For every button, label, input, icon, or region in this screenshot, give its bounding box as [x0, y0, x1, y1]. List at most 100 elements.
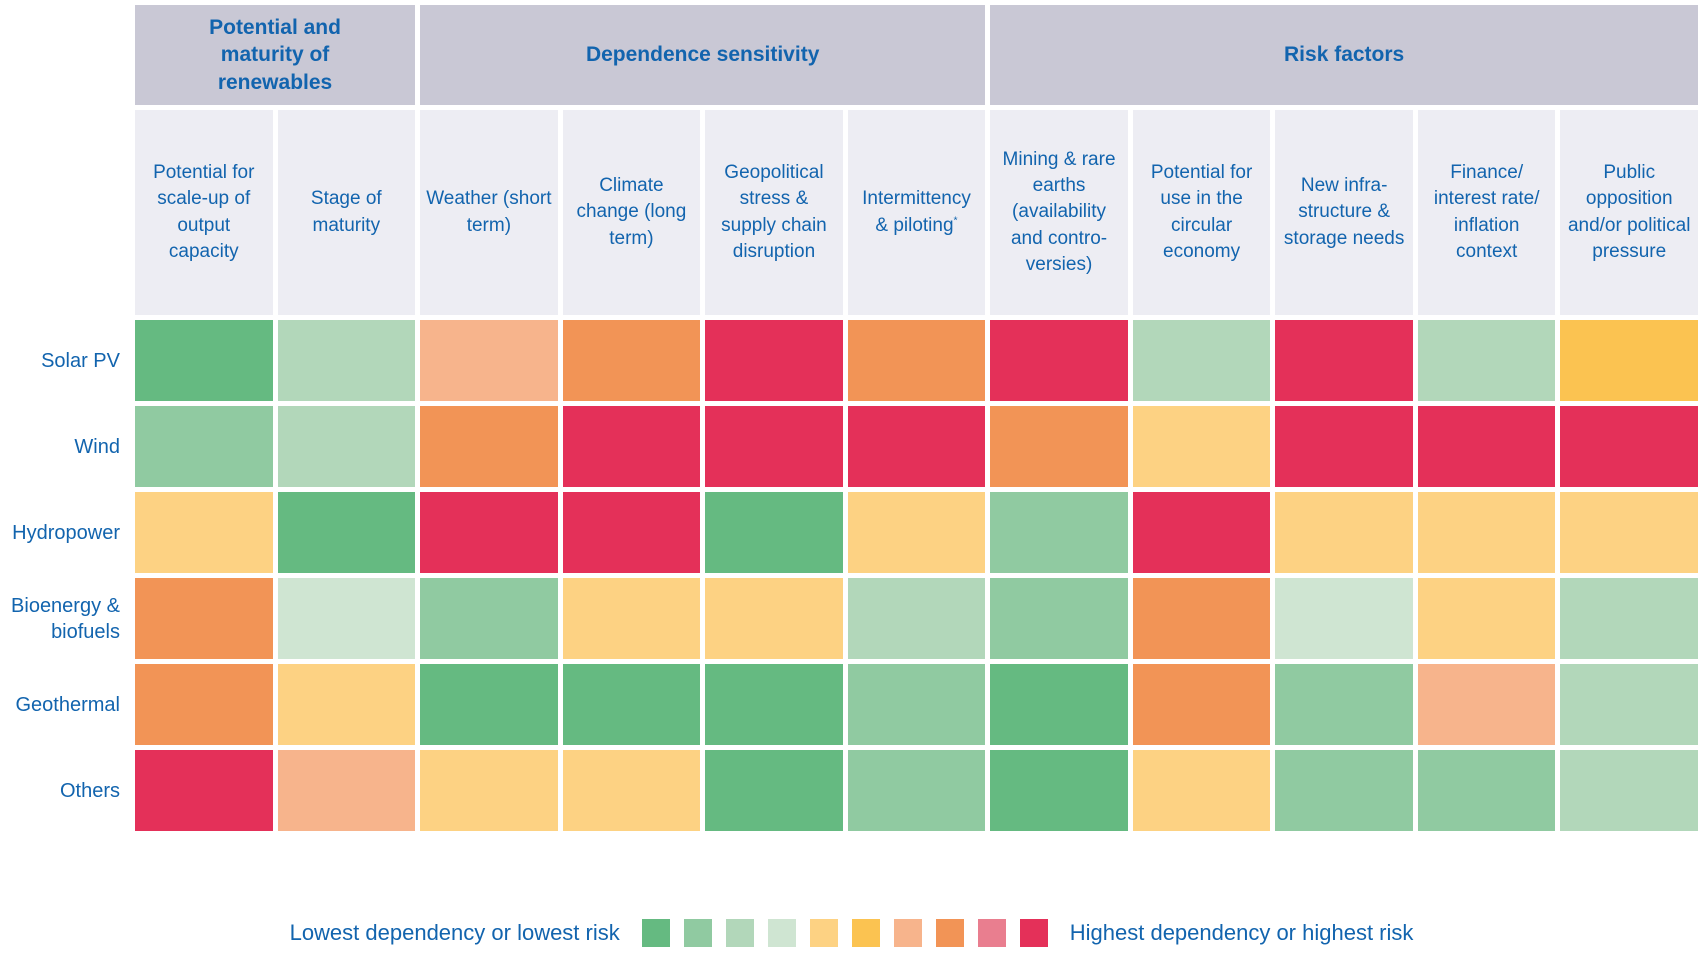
- row-label: Bioenergy & biofuels: [11, 594, 120, 643]
- heatmap-cell: [420, 750, 558, 831]
- heatmap-cell: [135, 320, 273, 401]
- heatmap-cell: [135, 406, 273, 487]
- column-header: Public opposition and/or political press…: [1560, 110, 1698, 315]
- heatmap-cell: [1417, 320, 1556, 401]
- legend-swatch: [683, 919, 712, 947]
- heatmap-cell: [1417, 664, 1556, 745]
- heatmap-cell: [847, 750, 986, 831]
- legend-swatch: [977, 919, 1006, 947]
- column-header-label: Intermittency & piloting*: [862, 188, 971, 236]
- heatmap-cell: [562, 406, 701, 487]
- column-header: New infra- structure & storage needs: [1275, 110, 1413, 315]
- heatmap-cell: [420, 578, 558, 659]
- legend-swatch: [1019, 919, 1048, 947]
- heatmap-cell: [1417, 578, 1556, 659]
- heatmap-cell: [705, 406, 843, 487]
- heatmap-cell: [562, 578, 701, 659]
- heatmap-cell: [420, 492, 558, 573]
- heatmap-cell: [562, 320, 701, 401]
- legend-swatch: [893, 919, 922, 947]
- row-label: Hydropower: [12, 521, 120, 544]
- heatmap-cell: [562, 664, 701, 745]
- row-label: Wind: [74, 435, 120, 458]
- legend-high-label: Highest dependency or highest risk: [1069, 920, 1414, 945]
- row-label: Solar PV: [41, 349, 120, 372]
- heatmap-cell: [705, 492, 843, 573]
- group-header-3: Risk factors: [990, 5, 1698, 105]
- heatmap-cell: [1560, 578, 1698, 659]
- heatmap-cell: [705, 664, 843, 745]
- column-header: Finance/ interest rate/ inflation contex…: [1417, 110, 1556, 315]
- heatmap-cell: [1417, 492, 1556, 573]
- column-header-label: Finance/ interest rate/ inflation contex…: [1433, 162, 1540, 262]
- column-header: Weather (short term): [420, 110, 558, 315]
- heatmap-cell: [705, 750, 843, 831]
- heatmap-cell: [1417, 406, 1556, 487]
- heatmap-cell: [277, 320, 416, 401]
- heatmap-cell: [1132, 664, 1271, 745]
- heatmap-cell: [277, 750, 416, 831]
- column-header: Climate change (long term): [562, 110, 701, 315]
- heatmap-cell: [1132, 320, 1271, 401]
- heatmap-cell: [1132, 578, 1271, 659]
- heatmap-cell: [990, 750, 1128, 831]
- heatmap-cell: [1275, 406, 1413, 487]
- column-header: Geopolitical stress & supply chain disru…: [705, 110, 843, 315]
- column-header: Potential for scale-up of output capacit…: [135, 110, 273, 315]
- heatmap-cell: [420, 406, 558, 487]
- heatmap-cell: [1132, 750, 1271, 831]
- heatmap-cell: [1417, 750, 1556, 831]
- legend-swatch: [767, 919, 796, 947]
- column-header-label: Stage of maturity: [310, 188, 382, 236]
- heatmap-cell: [420, 320, 558, 401]
- heatmap-cell: [277, 406, 416, 487]
- column-header-label: Potential for scale-up of output capacit…: [153, 162, 255, 262]
- heatmap-cell: [135, 750, 273, 831]
- heatmap-cell: [847, 320, 986, 401]
- heatmap-cell: [1275, 750, 1413, 831]
- column-header-label: Climate change (long term): [576, 175, 687, 249]
- heatmap-cell: [135, 578, 273, 659]
- heatmap-cell: [562, 750, 701, 831]
- legend-swatch: [641, 919, 670, 947]
- legend: Lowest dependency or lowest risk Highest…: [2, 919, 1701, 947]
- legend-swatches: [641, 919, 1048, 947]
- column-header: Potential for use in the circular econom…: [1132, 110, 1271, 315]
- row-label: Others: [59, 779, 120, 802]
- heatmap-cell: [847, 492, 986, 573]
- heatmap-cell: [990, 406, 1128, 487]
- column-header-label: New infra- structure & storage needs: [1283, 175, 1405, 249]
- legend-low-label: Lowest dependency or lowest risk: [289, 920, 620, 945]
- heatmap-cell: [1132, 492, 1271, 573]
- heatmap-grid: Potential and maturity of renewables Depe…: [2, 5, 1698, 831]
- legend-swatch: [725, 919, 754, 947]
- heatmap-cell: [1132, 406, 1271, 487]
- heatmap-cell: [990, 492, 1128, 573]
- heatmap-cell: [990, 578, 1128, 659]
- heatmap-cell: [1560, 664, 1698, 745]
- heatmap-cell: [277, 492, 416, 573]
- heatmap-cell: [1560, 492, 1698, 573]
- heatmap-cell: [1560, 320, 1698, 401]
- heatmap-cell: [847, 664, 986, 745]
- heatmap-cell: [562, 492, 701, 573]
- heatmap-cell: [705, 320, 843, 401]
- footnote-marker: *: [953, 215, 958, 227]
- heatmap-cell: [1275, 492, 1413, 573]
- group-header-2: Dependence sensitivity: [420, 5, 986, 105]
- column-header-label: Geopolitical stress & supply chain disru…: [721, 162, 827, 262]
- heatmap-cell: [277, 578, 416, 659]
- heatmap-cell: [420, 664, 558, 745]
- legend-swatch: [935, 919, 964, 947]
- heatmap-cell: [135, 664, 273, 745]
- heatmap-cell: [135, 492, 273, 573]
- heatmap-cell: [1275, 664, 1413, 745]
- heatmap-cell: [277, 664, 416, 745]
- legend-swatch: [809, 919, 838, 947]
- heatmap-cell: [990, 664, 1128, 745]
- heatmap-cell: [1275, 320, 1413, 401]
- heatmap-cell: [1560, 406, 1698, 487]
- heatmap-cell: [847, 406, 986, 487]
- column-header: Mining & rare earths (availability and c…: [990, 110, 1128, 315]
